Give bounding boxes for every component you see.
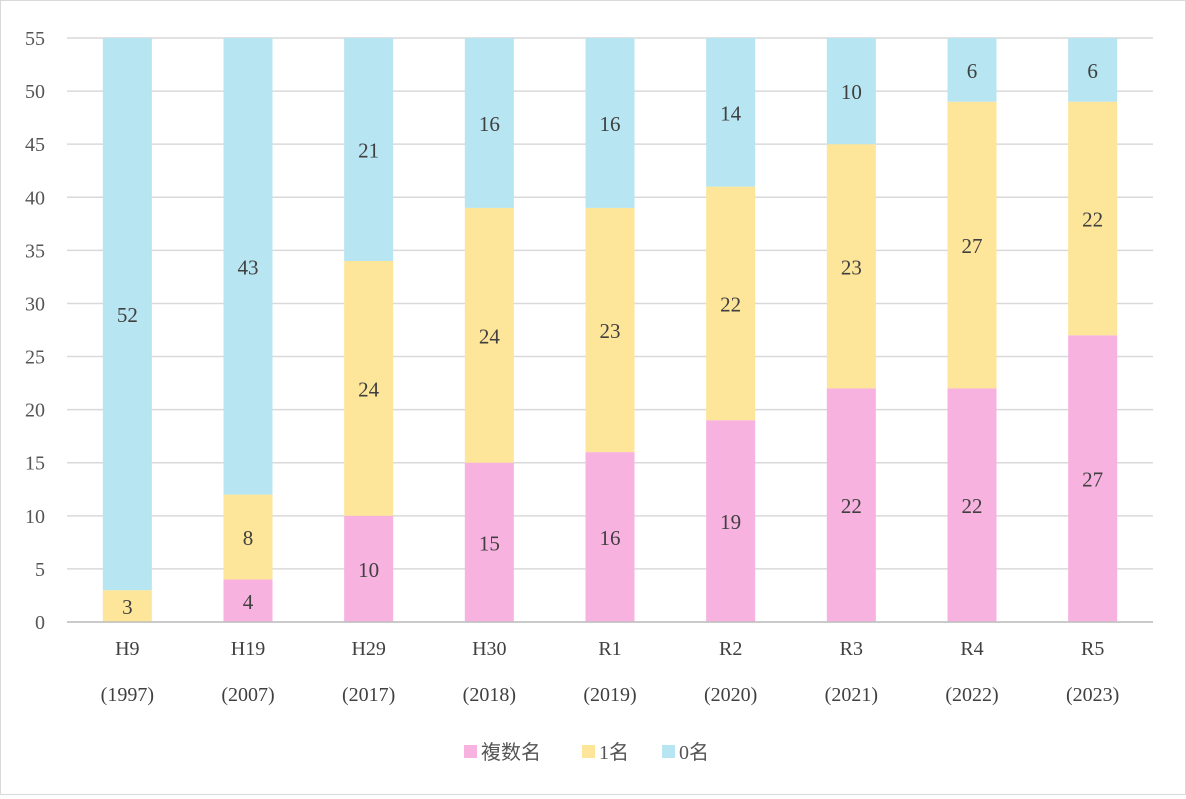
bar-segment: [223, 579, 273, 622]
bar-segment: [464, 38, 514, 208]
x-tick-year-label: (2021): [825, 684, 878, 706]
data-label: 27: [1082, 468, 1103, 492]
data-label: 22: [841, 494, 862, 518]
bar-segment: [344, 38, 394, 261]
bar-segment: [585, 207, 635, 453]
y-tick-label: 15: [25, 453, 45, 475]
y-tick-label: 10: [25, 506, 45, 528]
data-label: 6: [1087, 59, 1098, 83]
x-tick-year-label: (2007): [221, 684, 274, 706]
bar-segment: [947, 38, 997, 102]
data-label: 6: [967, 59, 978, 83]
y-tick-label: 5: [35, 559, 45, 581]
bar-segment: [344, 260, 394, 516]
bar-segment: [585, 452, 635, 622]
x-tick-label: R2: [719, 638, 742, 660]
bar-segment: [344, 515, 394, 622]
y-tick-label: 25: [25, 347, 45, 369]
bar-segment: [706, 38, 756, 187]
y-tick-label: 45: [25, 134, 45, 156]
data-label: 23: [841, 255, 862, 279]
x-tick-label: H30: [472, 638, 506, 660]
bar-segment: [1068, 101, 1118, 336]
x-tick-label: R1: [598, 638, 621, 660]
x-tick-label: H19: [231, 638, 265, 660]
data-label: 19: [720, 510, 741, 534]
legend-swatch: [662, 745, 675, 758]
bar-segment: [585, 38, 635, 208]
bar-segment: [1068, 38, 1118, 102]
data-label: 52: [117, 303, 138, 327]
bar-segment: [826, 388, 876, 622]
data-label: 3: [122, 595, 133, 619]
data-label: 43: [238, 255, 259, 279]
bar-segment: [223, 494, 273, 580]
data-label: 10: [841, 80, 862, 104]
x-tick-year-label: (2022): [945, 684, 998, 706]
data-label: 4: [243, 590, 254, 614]
y-tick-label: 0: [35, 612, 45, 634]
bar-segment: [102, 590, 152, 622]
bar-segment: [223, 38, 273, 495]
bar-segment: [706, 186, 756, 421]
data-label: 8: [243, 526, 254, 550]
data-label: 16: [600, 112, 621, 136]
data-label: 14: [720, 101, 742, 125]
bar-segment: [947, 101, 997, 389]
bar-segment: [826, 38, 876, 145]
legend-swatch: [464, 745, 477, 758]
x-tick-label: H29: [351, 638, 385, 660]
x-tick-year-label: (2019): [583, 684, 636, 706]
data-label: 22: [962, 494, 983, 518]
x-tick-label: H9: [115, 638, 139, 660]
x-tick-year-label: (1997): [101, 684, 154, 706]
data-label: 15: [479, 531, 500, 555]
x-tick-label: R4: [960, 638, 983, 660]
data-label: 10: [358, 558, 379, 582]
bar-segment: [826, 144, 876, 389]
bar-segment: [464, 207, 514, 463]
legend-label: 0名: [679, 741, 709, 764]
data-label: 21: [358, 138, 379, 162]
x-tick-year-label: (2018): [463, 684, 516, 706]
legend-label: 1名: [599, 741, 629, 764]
x-tick-year-label: (2023): [1066, 684, 1119, 706]
y-tick-label: 50: [25, 81, 45, 103]
x-tick-label: R3: [840, 638, 863, 660]
bar-segment: [706, 420, 756, 622]
bar-segment: [1068, 335, 1118, 622]
data-label: 24: [358, 377, 380, 401]
y-tick-label: 20: [25, 400, 45, 422]
y-tick-label: 40: [25, 187, 45, 209]
x-tick-year-label: (2017): [342, 684, 395, 706]
y-tick-label: 30: [25, 293, 45, 315]
data-label: 16: [600, 526, 621, 550]
data-label: 24: [479, 324, 501, 348]
x-tick-year-label: (2020): [704, 684, 757, 706]
data-label: 23: [600, 319, 621, 343]
bar-segment: [464, 462, 514, 622]
x-tick-label: R5: [1081, 638, 1104, 660]
y-tick-label: 35: [25, 240, 45, 262]
data-label: 27: [962, 234, 983, 258]
y-tick-label: 55: [25, 28, 45, 50]
bar-segment: [102, 38, 152, 591]
legend-label: 複数名: [481, 741, 541, 764]
data-label: 22: [1082, 208, 1103, 232]
data-label: 22: [720, 292, 741, 316]
bar-segment: [947, 388, 997, 622]
legend-swatch: [582, 745, 595, 758]
data-label: 16: [479, 112, 500, 136]
